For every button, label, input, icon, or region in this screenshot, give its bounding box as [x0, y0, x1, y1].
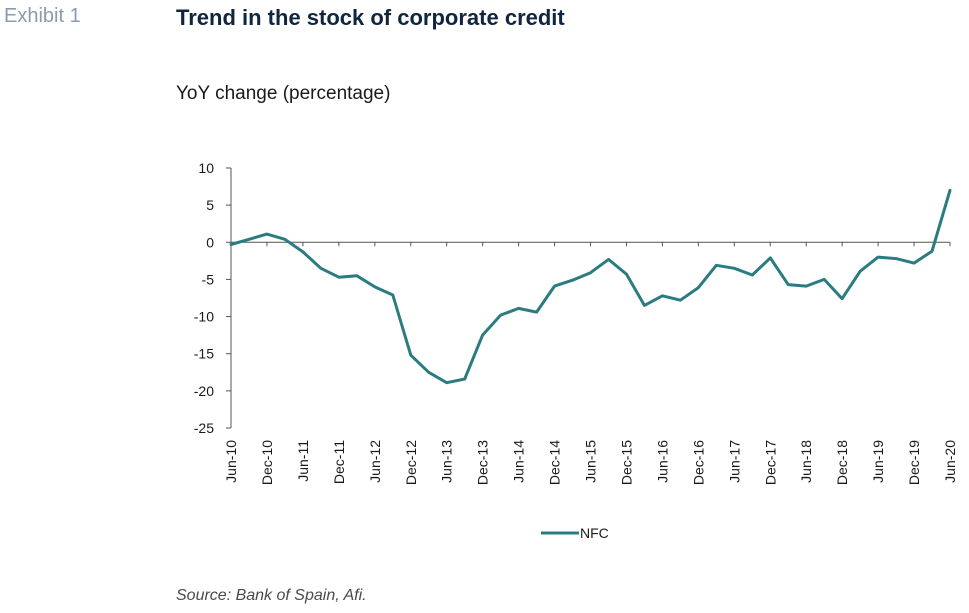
exhibit-label: Exhibit 1 — [4, 5, 81, 27]
y-tick-label: -20 — [194, 383, 214, 399]
x-tick-label: Jun-11 — [295, 440, 311, 482]
y-tick-label: -25 — [194, 420, 214, 436]
chart-title: Trend in the stock of corporate credit — [176, 5, 565, 30]
data-point — [823, 278, 826, 281]
data-point — [265, 233, 268, 236]
x-tick-label: Dec-14 — [547, 440, 563, 485]
data-point — [751, 273, 754, 276]
data-point — [607, 258, 610, 261]
data-point — [697, 286, 700, 289]
x-tick-label: Jun-19 — [870, 440, 886, 483]
x-tick-label: Dec-16 — [690, 440, 706, 485]
x-tick-label: Jun-10 — [223, 440, 239, 483]
data-point — [373, 285, 376, 288]
data-point — [391, 294, 394, 297]
x-tick-label: Jun-14 — [511, 440, 527, 483]
x-tick-label: Dec-12 — [403, 440, 419, 485]
data-point — [355, 274, 358, 277]
data-point — [481, 334, 484, 337]
data-point — [230, 243, 233, 246]
data-point — [733, 267, 736, 270]
data-point — [715, 264, 718, 267]
y-tick-label: -5 — [202, 271, 215, 287]
data-point — [931, 250, 934, 253]
chart-subtitle: YoY change (percentage) — [176, 83, 391, 104]
data-point — [319, 267, 322, 270]
data-point — [841, 297, 844, 300]
data-point — [661, 294, 664, 297]
data-point — [769, 256, 772, 259]
data-point — [445, 381, 448, 384]
data-point — [535, 311, 538, 314]
legend-label-nfc: NFC — [580, 525, 609, 541]
data-point — [913, 262, 916, 265]
y-tick-label: 0 — [206, 234, 214, 250]
legend: NFC — [541, 525, 609, 541]
data-point — [463, 377, 466, 380]
data-point — [553, 285, 556, 288]
y-tick-label: 10 — [198, 160, 214, 176]
y-tick-label: -10 — [194, 309, 214, 325]
x-tick-label: Jun-20 — [942, 440, 958, 483]
data-point — [247, 238, 250, 241]
x-tick-label: Dec-10 — [259, 440, 275, 485]
data-point — [787, 283, 790, 286]
data-point — [643, 304, 646, 307]
x-tick-label: Dec-19 — [906, 440, 922, 485]
x-tick-label: Jun-17 — [726, 440, 742, 483]
series-line-nfc — [229, 188, 952, 385]
data-point — [427, 371, 430, 374]
data-point — [301, 250, 304, 253]
x-axis: Jun-10 Dec-10 Jun-11 Dec-11 Jun-12 Dec-12 Jun-… — [223, 241, 958, 485]
data-point — [517, 307, 520, 310]
data-point — [571, 279, 574, 282]
x-tick-label: Jun-12 — [367, 440, 383, 483]
y-tick-label: 5 — [206, 197, 214, 213]
data-point — [859, 270, 862, 273]
x-tick-label: Dec-17 — [762, 440, 778, 485]
data-point — [337, 276, 340, 279]
data-point — [499, 314, 502, 317]
data-point — [877, 256, 880, 259]
x-tick-label: Jun-15 — [583, 440, 599, 483]
data-point — [679, 299, 682, 302]
source-note: Source: Bank of Spain, Afi. — [176, 587, 367, 604]
x-tick-label: Jun-18 — [798, 440, 814, 483]
data-point — [805, 285, 808, 288]
data-point — [283, 238, 286, 241]
series-layer — [229, 188, 952, 385]
data-point — [409, 354, 412, 357]
data-point — [589, 271, 592, 274]
x-tick-label: Dec-11 — [331, 440, 347, 484]
data-point — [625, 273, 628, 276]
x-tick-label: Jun-16 — [654, 440, 670, 483]
x-tick-label: Jun-13 — [439, 440, 455, 483]
data-point — [949, 189, 952, 192]
y-tick-label: -15 — [194, 346, 214, 362]
x-tick-label: Dec-15 — [618, 440, 634, 485]
x-tick-label: Dec-18 — [834, 440, 850, 485]
data-point — [895, 257, 898, 260]
x-tick-label: Dec-13 — [475, 440, 491, 485]
y-axis: 10 5 0 -5 -10 -15 -20 -25 — [194, 160, 232, 436]
